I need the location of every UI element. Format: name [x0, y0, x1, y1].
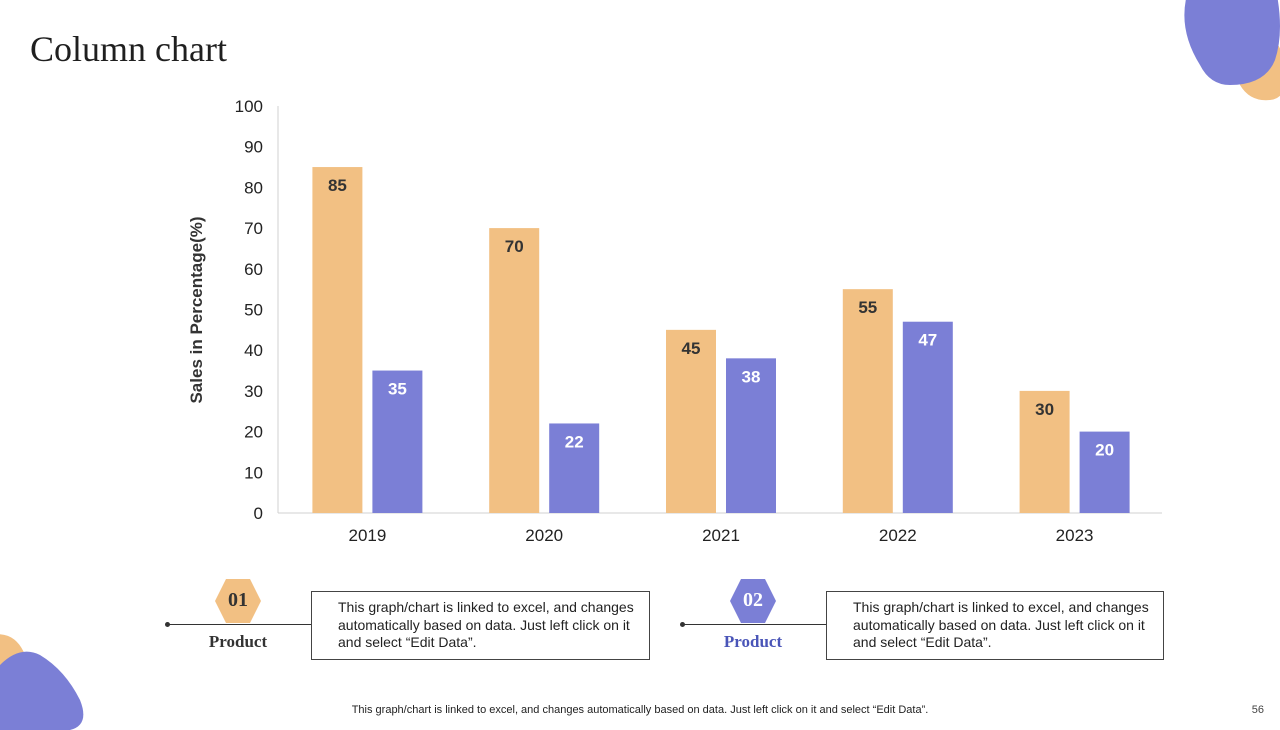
bar-series-1-2023[interactable]: [1019, 390, 1070, 513]
bar-series-2-2020[interactable]: [549, 423, 600, 513]
product-number: 01: [228, 589, 248, 611]
hexagon-badge-icon: [730, 579, 776, 623]
product-description: This graph/chart is linked to excel, and…: [311, 591, 650, 660]
y-axis-label: Sales in Percentage(%): [187, 216, 206, 403]
data-label: 20: [1095, 441, 1114, 460]
connector-dot-start: [680, 622, 685, 627]
x-tick-label: 2019: [348, 526, 386, 545]
data-label: 22: [565, 432, 584, 451]
x-tick-label: 2023: [1056, 526, 1094, 545]
bar-series-2-2019[interactable]: [372, 370, 423, 513]
product-description: This graph/chart is linked to excel, and…: [826, 591, 1164, 660]
slide-title: Column chart: [30, 29, 227, 69]
y-tick-label: 90: [244, 138, 263, 157]
y-tick-label: 60: [244, 260, 263, 279]
y-tick-label: 100: [235, 97, 263, 116]
connector-line: [168, 624, 314, 625]
bar-series-2-2022[interactable]: [902, 321, 953, 513]
x-axis: 2019 2020 2021 2022 2023: [278, 512, 1162, 545]
hexagon-shape: [730, 579, 776, 623]
y-tick-label: 70: [244, 219, 263, 238]
data-label: 45: [682, 339, 701, 358]
data-label: 38: [742, 367, 761, 386]
corner-decoration-bottom-left: [0, 634, 84, 730]
data-label: 70: [505, 237, 524, 256]
connector-line: [683, 624, 829, 625]
data-label: 30: [1035, 400, 1054, 419]
y-tick-label: 10: [244, 463, 263, 482]
x-tick-label: 2020: [525, 526, 563, 545]
x-tick-label: 2022: [879, 526, 917, 545]
corner-decoration-top-right: [1184, 0, 1280, 101]
x-tick-label: 2021: [702, 526, 740, 545]
data-label: 47: [918, 331, 937, 350]
y-tick-label: 50: [244, 301, 263, 320]
data-label: 85: [328, 176, 347, 195]
page-number: 56: [1251, 704, 1264, 716]
hexagon-shape: [215, 579, 261, 623]
data-label: 35: [388, 380, 407, 399]
hexagon-badge-icon: [215, 579, 261, 623]
y-tick-label: 20: [244, 423, 263, 442]
y-tick-label: 40: [244, 341, 263, 360]
product-label: Product: [208, 632, 268, 651]
footer-note: This graph/chart is linked to excel, and…: [351, 704, 929, 716]
product-label: Product: [723, 632, 783, 651]
product-number: 02: [743, 589, 763, 611]
bar-series-1-2019[interactable]: [312, 167, 363, 514]
y-tick-label: 80: [244, 178, 263, 197]
bar-series-2-2021[interactable]: [726, 358, 776, 513]
bar-series-1-2020[interactable]: [489, 228, 540, 513]
bar-series-1-2021[interactable]: [666, 329, 716, 513]
y-tick-label: 30: [244, 382, 263, 401]
y-tick-label: 0: [254, 504, 263, 523]
bar-series-1-2022[interactable]: [842, 289, 893, 513]
connector-dot-start: [165, 622, 170, 627]
data-label: 55: [858, 298, 877, 317]
bar-series-2-2023[interactable]: [1079, 431, 1130, 513]
y-axis: 0 10 20 30 40 50 60 70 80 90 100: [235, 97, 279, 523]
bars: 85 35 70 22 45 38 55 47 30 20: [312, 167, 1130, 514]
